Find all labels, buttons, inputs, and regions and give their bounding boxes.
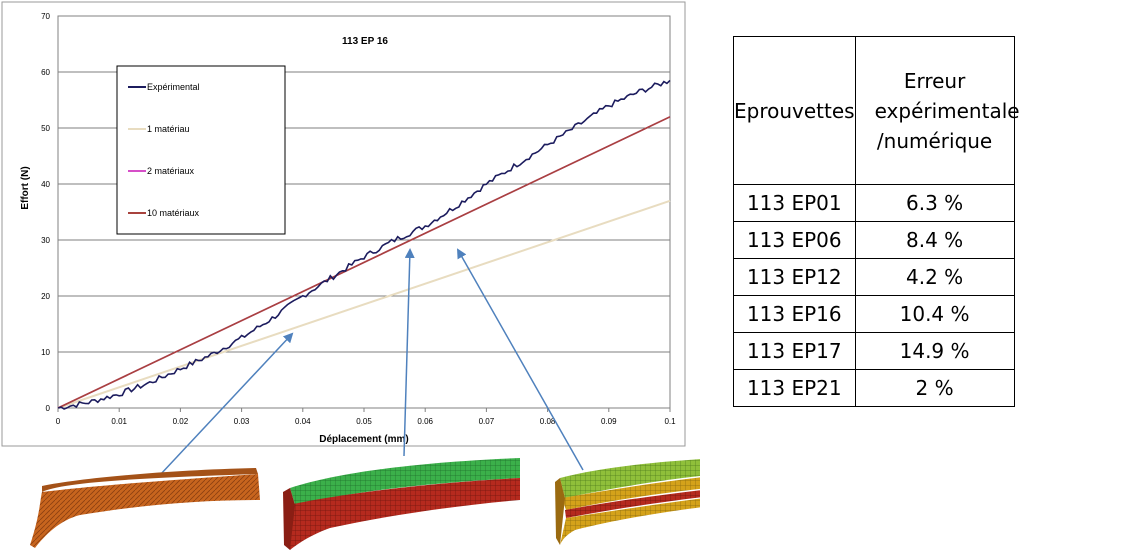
series-line-3: [57, 116, 671, 409]
chart-frame: [1, 1, 686, 447]
x-tick-label: 0.06: [417, 417, 433, 426]
table-cell-error: 14.9 %: [854, 332, 1015, 370]
y-tick-label: 30: [41, 236, 50, 245]
table-row: 113 EP16 10.4 %: [733, 295, 1015, 333]
y-axis-label: Effort (N): [20, 166, 31, 209]
table-row: 113 EP21 2 %: [733, 369, 1015, 407]
table-cell-error: 4.2 %: [854, 258, 1015, 296]
data-series: [57, 79, 671, 410]
arrow-to-10-materiaux: [457, 248, 584, 471]
series-line-1: [57, 199, 671, 409]
table-cell-specimen: 113 EP01: [733, 184, 856, 222]
table-cell-specimen: 113 EP16: [733, 295, 856, 333]
y-tick-label: 0: [46, 404, 51, 413]
x-tick-label: 0.03: [234, 417, 250, 426]
legend-entry: 2 matériaux: [147, 166, 195, 176]
y-tick-label: 20: [41, 292, 50, 301]
header-erreur-text: Erreur expérimentale /numérique: [874, 68, 1020, 153]
y-tick-label: 60: [41, 68, 50, 77]
x-tick-label: 0.02: [173, 417, 189, 426]
table-cell-specimen: 113 EP06: [733, 221, 856, 259]
x-tick-labels: 0 0.01 0.02 0.03 0.04 0.05 0.06 0.07 0.08 0.09 0.1: [56, 408, 676, 426]
x-tick-label: 0: [56, 417, 61, 426]
table-row: 113 EP01 6.3 %: [733, 184, 1015, 222]
series-line-0: [57, 79, 671, 410]
legend-box: [116, 65, 286, 235]
legend-entry: 10 matériaux: [147, 208, 200, 218]
legend-entry: 1 matériau: [147, 124, 190, 134]
y-tick-labels: 0 10 20 30 40 50 60 70: [41, 12, 50, 413]
x-tick-label: 0.09: [601, 417, 617, 426]
y-tick-label: 40: [41, 180, 50, 189]
x-tick-label: 0.07: [479, 417, 495, 426]
table-header-row: Eprouvettes Erreur expérimentale /numéri…: [733, 36, 1020, 185]
x-tick-label: 0.05: [356, 417, 372, 426]
y-tick-label: 10: [41, 348, 50, 357]
y-tick-label: 50: [41, 124, 50, 133]
x-tick-label: 0.1: [664, 417, 676, 426]
mesh-model-1-materiau: [30, 468, 260, 548]
x-tick-label: 0.04: [295, 417, 311, 426]
error-table: Eprouvettes Erreur expérimentale /numéri…: [733, 36, 1020, 407]
annotation-arrows: [159, 248, 584, 476]
mesh-model-10-materiaux: [555, 459, 700, 545]
chart-title: 113 EP 16: [342, 36, 388, 47]
table-cell-specimen: 113 EP17: [733, 332, 856, 370]
table-cell-error: 6.3 %: [854, 184, 1015, 222]
legend: Expérimental 1 matériau 2 matériaux 10 maté…: [116, 65, 286, 235]
x-tick-label: 0.01: [111, 417, 127, 426]
arrow-to-1-materiau: [159, 332, 294, 476]
table-cell-specimen: 113 EP21: [733, 369, 856, 407]
x-tick-label: 0.08: [540, 417, 556, 426]
header-erreur: Erreur expérimentale /numérique: [854, 36, 1020, 185]
table-cell-error: 10.4 %: [854, 295, 1015, 333]
chart-figure: 0 10 20 30 40 50 60 70 0 0.01 0.02 0.03 0.04 0.05 0.0…: [1, 1, 700, 550]
x-axis-label: Déplacement (mm): [319, 434, 408, 445]
mesh-model-2-materiaux: [283, 458, 520, 550]
legend-entry: Expérimental: [147, 82, 200, 92]
y-tick-label: 70: [41, 12, 50, 21]
table-cell-error: 8.4 %: [854, 221, 1015, 259]
table-cell-error: 2 %: [854, 369, 1015, 407]
table-row: 113 EP06 8.4 %: [733, 221, 1015, 259]
header-eprouvettes: Eprouvettes: [733, 36, 856, 185]
arrow-to-2-materiaux: [403, 248, 415, 457]
table-row: 113 EP12 4.2 %: [733, 258, 1015, 296]
table-row: 113 EP17 14.9 %: [733, 332, 1015, 370]
table-cell-specimen: 113 EP12: [733, 258, 856, 296]
